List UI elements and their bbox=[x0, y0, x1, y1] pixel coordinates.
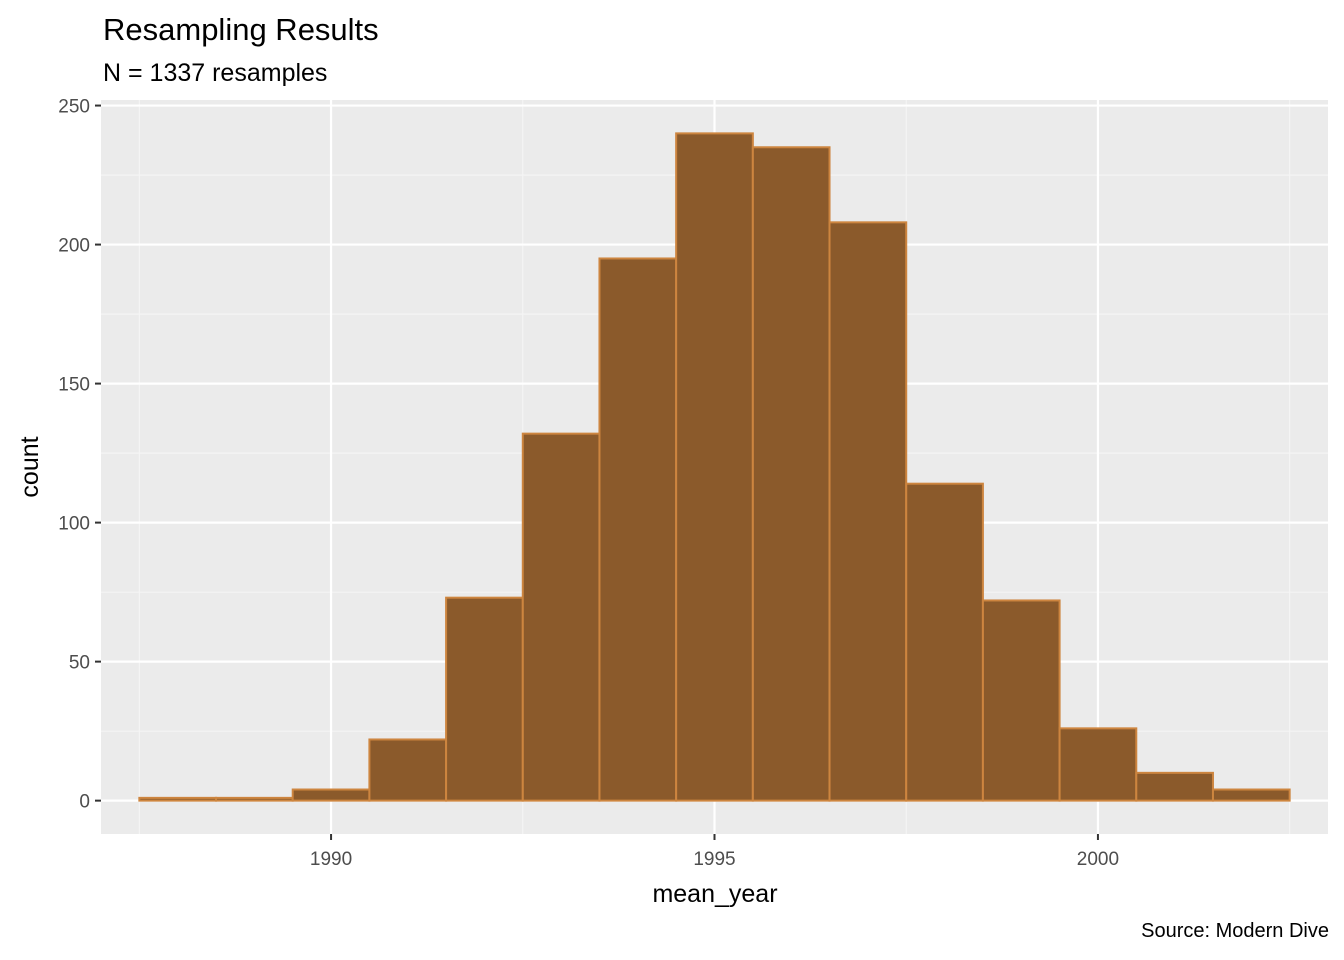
y-tick-label: 150 bbox=[58, 375, 90, 396]
y-axis-ticks: 0 50 100 150 200 250 bbox=[58, 97, 101, 813]
histogram-bar bbox=[215, 796, 294, 802]
chart-caption: Source: Modern Dive bbox=[1141, 920, 1329, 942]
x-tick-label: 1990 bbox=[310, 849, 352, 870]
x-axis-ticks: 1990 1995 2000 bbox=[310, 834, 1119, 870]
x-tick-label: 1995 bbox=[693, 849, 735, 870]
histogram-bar bbox=[828, 221, 908, 802]
histogram-bar bbox=[905, 482, 984, 802]
histogram-bar bbox=[1135, 771, 1214, 802]
x-tick-label: 2000 bbox=[1077, 849, 1119, 870]
x-axis-title: mean_year bbox=[652, 880, 777, 908]
y-tick-label: 250 bbox=[58, 97, 90, 118]
y-tick-label: 0 bbox=[79, 792, 90, 813]
histogram-bar bbox=[751, 146, 831, 802]
histogram-bar bbox=[291, 788, 371, 802]
histogram-bars bbox=[138, 132, 1291, 802]
y-axis-title: count bbox=[16, 436, 44, 497]
chart-subtitle: N = 1337 resamples bbox=[103, 59, 328, 87]
y-tick-label: 200 bbox=[58, 236, 90, 257]
y-tick-label: 100 bbox=[58, 514, 90, 535]
histogram-bar bbox=[981, 599, 1061, 802]
chart-title: Resampling Results bbox=[103, 12, 379, 47]
histogram-bar bbox=[521, 432, 601, 802]
histogram-bar bbox=[138, 796, 218, 802]
histogram-bar bbox=[1058, 727, 1138, 802]
histogram-bar bbox=[445, 596, 524, 802]
histogram-bar bbox=[368, 738, 448, 802]
histogram-bar bbox=[598, 257, 678, 802]
histogram-bar bbox=[1211, 788, 1291, 802]
histogram-bar bbox=[675, 132, 754, 802]
y-tick-label: 50 bbox=[69, 653, 90, 674]
